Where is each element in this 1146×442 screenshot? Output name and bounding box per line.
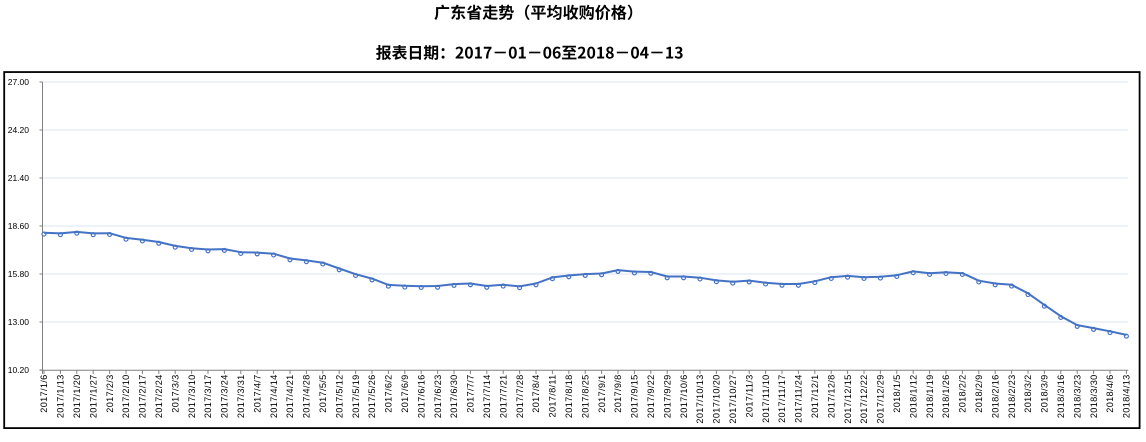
svg-text:2017/6/30: 2017/6/30	[449, 374, 459, 418]
svg-text:2017/5/19: 2017/5/19	[351, 374, 361, 418]
svg-text:2018/2/2: 2018/2/2	[958, 374, 968, 412]
svg-text:2017/1/6: 2017/1/6	[39, 374, 49, 412]
svg-text:24.20: 24.20	[8, 125, 30, 135]
svg-text:2018/3/2: 2018/3/2	[1023, 374, 1033, 412]
svg-text:27.00: 27.00	[8, 77, 30, 87]
svg-text:2017/10/6: 2017/10/6	[679, 374, 689, 418]
svg-text:2017/6/9: 2017/6/9	[400, 374, 410, 412]
svg-text:2017/6/23: 2017/6/23	[433, 374, 443, 418]
svg-text:2018/3/30: 2018/3/30	[1089, 374, 1099, 418]
svg-text:2017/4/7: 2017/4/7	[252, 374, 262, 412]
svg-text:2017/7/21: 2017/7/21	[498, 374, 508, 418]
svg-text:2018/1/5: 2018/1/5	[892, 374, 902, 412]
svg-text:2017/9/8: 2017/9/8	[613, 374, 623, 412]
svg-text:2018/3/16: 2018/3/16	[1056, 374, 1066, 418]
svg-text:2017/8/11: 2017/8/11	[548, 374, 558, 417]
svg-text:2017/12/22: 2017/12/22	[859, 374, 869, 423]
svg-text:2017/12/15: 2017/12/15	[843, 374, 853, 423]
svg-text:2017/2/10: 2017/2/10	[121, 374, 131, 418]
svg-text:2018/2/23: 2018/2/23	[1007, 374, 1017, 418]
svg-text:2017/11/17: 2017/11/17	[777, 374, 787, 423]
svg-text:18.60: 18.60	[8, 221, 30, 231]
svg-text:2017/10/20: 2017/10/20	[712, 374, 722, 423]
svg-text:2017/5/26: 2017/5/26	[367, 374, 377, 418]
svg-text:2018/3/9: 2018/3/9	[1040, 374, 1050, 412]
svg-text:2018/2/16: 2018/2/16	[990, 374, 1000, 418]
svg-text:2017/6/2: 2017/6/2	[384, 374, 394, 412]
svg-text:2017/11/10: 2017/11/10	[761, 374, 771, 423]
svg-text:2017/3/17: 2017/3/17	[203, 374, 213, 418]
svg-text:13.00: 13.00	[8, 317, 30, 327]
svg-text:2017/2/3: 2017/2/3	[105, 374, 115, 412]
svg-text:2017/9/22: 2017/9/22	[646, 374, 656, 418]
svg-text:2017/1/20: 2017/1/20	[72, 374, 82, 418]
svg-text:2017/7/28: 2017/7/28	[515, 374, 525, 418]
svg-text:2017/4/14: 2017/4/14	[269, 374, 279, 418]
svg-text:2017/5/12: 2017/5/12	[334, 374, 344, 418]
svg-text:2017/1/13: 2017/1/13	[56, 374, 66, 418]
svg-text:2017/10/13: 2017/10/13	[695, 374, 705, 423]
svg-text:2017/3/10: 2017/3/10	[187, 374, 197, 418]
svg-text:2017/7/14: 2017/7/14	[482, 374, 492, 418]
svg-text:2017/8/4: 2017/8/4	[531, 374, 541, 412]
svg-text:2017/4/28: 2017/4/28	[302, 374, 312, 418]
svg-text:2017/9/29: 2017/9/29	[662, 374, 672, 418]
svg-text:2018/1/12: 2018/1/12	[908, 374, 918, 418]
svg-text:21.40: 21.40	[8, 173, 30, 183]
svg-text:2017/2/24: 2017/2/24	[154, 374, 164, 418]
svg-text:2017/6/16: 2017/6/16	[416, 374, 426, 418]
svg-text:2017/5/5: 2017/5/5	[318, 374, 328, 412]
svg-text:2017/3/31: 2017/3/31	[236, 374, 246, 418]
svg-text:2017/3/3: 2017/3/3	[170, 374, 180, 412]
svg-text:2017/12/1: 2017/12/1	[810, 374, 820, 418]
svg-text:2017/7/7: 2017/7/7	[466, 374, 476, 412]
svg-text:2017/11/24: 2017/11/24	[794, 374, 804, 423]
svg-text:2018/4/6: 2018/4/6	[1105, 374, 1115, 412]
svg-text:2018/1/19: 2018/1/19	[925, 374, 935, 418]
svg-text:2017/9/15: 2017/9/15	[630, 374, 640, 418]
svg-text:2017/10/27: 2017/10/27	[728, 374, 738, 423]
svg-text:2017/8/25: 2017/8/25	[580, 374, 590, 418]
svg-text:2017/1/27: 2017/1/27	[88, 374, 98, 418]
svg-text:2017/11/3: 2017/11/3	[744, 374, 754, 417]
svg-text:2018/1/26: 2018/1/26	[941, 374, 951, 418]
svg-text:2018/2/9: 2018/2/9	[974, 374, 984, 412]
svg-text:15.80: 15.80	[8, 269, 30, 279]
svg-text:2017/2/17: 2017/2/17	[138, 374, 148, 418]
svg-text:2017/12/8: 2017/12/8	[826, 374, 836, 418]
svg-text:2017/8/18: 2017/8/18	[564, 374, 574, 418]
svg-text:2017/4/21: 2017/4/21	[285, 374, 295, 418]
svg-text:2018/4/13: 2018/4/13	[1122, 374, 1132, 418]
svg-text:2018/3/23: 2018/3/23	[1072, 374, 1082, 418]
svg-text:2017/3/24: 2017/3/24	[220, 374, 230, 418]
svg-text:2017/9/1: 2017/9/1	[597, 374, 607, 412]
svg-text:2017/12/29: 2017/12/29	[876, 374, 886, 423]
svg-text:10.20: 10.20	[8, 365, 30, 375]
